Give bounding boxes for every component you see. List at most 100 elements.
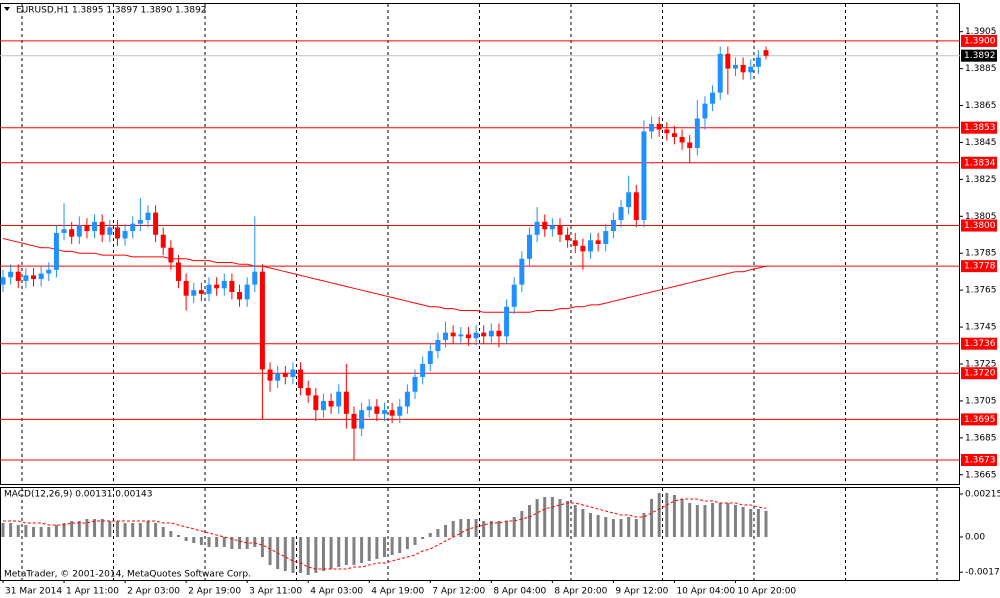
candle-body <box>153 212 159 235</box>
candle-body <box>443 332 449 340</box>
macd-bar <box>405 537 409 549</box>
candle-body <box>145 212 151 220</box>
candle-body <box>61 229 67 233</box>
x-tick-label: 4 Apr 19:00 <box>371 587 424 597</box>
macd-bar <box>337 537 341 567</box>
macd-bar <box>695 505 699 537</box>
macd-bar <box>238 537 242 549</box>
macd-bar <box>756 509 760 537</box>
macd-bar <box>283 537 287 571</box>
macd-bar <box>199 537 203 545</box>
y-tick-label: 1.3805 <box>965 212 997 222</box>
candle-body <box>267 369 273 381</box>
x-tick-label: 9 Apr 12:00 <box>615 587 668 597</box>
candle-body <box>122 231 128 239</box>
candle-body <box>15 271 21 281</box>
x-tick-label: 7 Apr 12:00 <box>432 587 485 597</box>
candle-body <box>580 245 586 252</box>
candle-body <box>420 364 426 377</box>
x-tick-label: 8 Apr 04:00 <box>493 587 546 597</box>
macd-bar <box>306 537 310 575</box>
candle-body <box>214 284 220 289</box>
level-box <box>961 34 997 47</box>
candle-body <box>702 103 708 119</box>
macd-bar <box>62 523 66 537</box>
candle-body <box>565 234 571 241</box>
macd-bar <box>634 519 638 537</box>
candle-body <box>488 330 494 337</box>
candle-body <box>534 221 540 235</box>
candle-body <box>626 192 632 208</box>
candle-body <box>305 388 311 396</box>
macd-bar <box>642 513 646 537</box>
y-tick-label: 1.3725 <box>965 360 997 370</box>
level-box <box>961 156 997 169</box>
level-label: 1.3834 <box>964 158 996 168</box>
macd-bar <box>604 517 608 537</box>
macd-bar <box>482 521 486 537</box>
candle-body <box>748 66 754 73</box>
macd-bar <box>375 537 379 559</box>
candle-body <box>664 129 670 134</box>
candle-body <box>511 284 517 307</box>
candle-body <box>504 306 510 337</box>
candle-body <box>717 53 723 93</box>
macd-bar <box>566 501 570 537</box>
candle-body <box>99 221 105 235</box>
candle-body <box>389 410 395 416</box>
candle-body <box>244 284 250 300</box>
macd-bar <box>367 537 371 561</box>
macd-bar <box>703 505 707 537</box>
candle-body <box>694 118 700 148</box>
candle-body <box>107 227 113 235</box>
candle-body <box>137 220 143 224</box>
macd-bar <box>154 523 158 537</box>
candle-body <box>633 192 639 220</box>
macd-bar <box>215 537 219 547</box>
candle-body <box>175 262 181 281</box>
macd-signal <box>3 498 767 570</box>
candle-body <box>69 229 75 237</box>
macd-bar <box>207 537 211 547</box>
macd-bar <box>390 537 394 555</box>
candle-body <box>595 240 601 244</box>
macd-bar <box>24 525 28 537</box>
macd-bar <box>459 519 463 537</box>
macd-bar <box>93 519 97 537</box>
macd-bar <box>489 521 493 537</box>
candle-body <box>450 332 456 337</box>
macd-bar <box>421 537 425 539</box>
macd-bar <box>146 521 150 537</box>
candle-body <box>572 240 578 246</box>
x-tick-label: 8 Apr 20:00 <box>554 587 607 597</box>
price-pane <box>0 3 960 485</box>
level-box <box>961 337 997 350</box>
macd-bar <box>169 531 173 537</box>
macd-bar <box>138 523 142 537</box>
macd-bar <box>665 493 669 537</box>
candle-body <box>557 225 563 235</box>
level-label: 1.3800 <box>964 221 996 231</box>
macd-bar <box>398 537 402 553</box>
macd-bar <box>512 517 516 537</box>
candle-body <box>458 334 464 337</box>
level-label: 1.3778 <box>964 262 996 272</box>
macd-bar <box>596 515 600 537</box>
candle-body <box>366 406 372 411</box>
candle-body <box>343 391 349 414</box>
candle-body <box>656 124 662 130</box>
level-label: 1.3673 <box>964 456 996 466</box>
macd-bar <box>527 505 531 537</box>
macd-bar <box>589 513 593 537</box>
y-tick-label: 1.3865 <box>965 101 997 111</box>
candle-body <box>229 280 235 292</box>
candle-body <box>435 340 441 352</box>
macd-bar <box>535 499 539 537</box>
level-label: 1.3720 <box>964 369 996 379</box>
x-tick-label: 4 Apr 03:00 <box>310 587 363 597</box>
level-box <box>961 413 997 426</box>
candle-body <box>404 391 410 407</box>
candle-body <box>732 64 738 69</box>
macd-bar <box>680 499 684 537</box>
menu-arrow[interactable] <box>4 7 10 11</box>
